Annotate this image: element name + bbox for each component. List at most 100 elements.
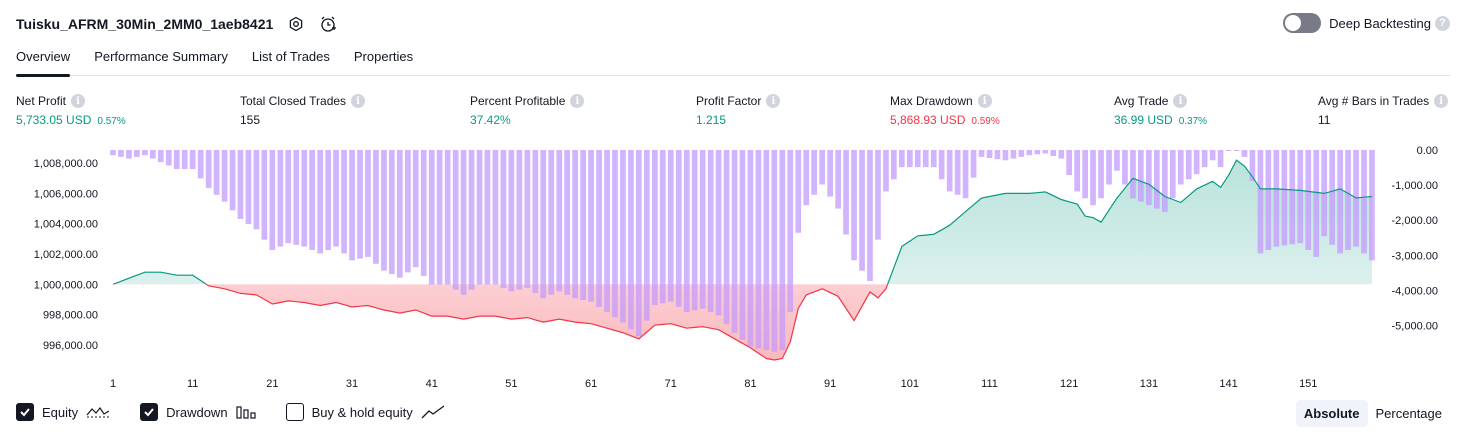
drawdown-bar [851, 150, 857, 261]
drawdown-bar [1026, 150, 1033, 156]
strategy-header: Tuisku_AFRM_30Min_2MM0_1aeb8421 [16, 12, 337, 36]
tab-properties[interactable]: Properties [353, 49, 414, 64]
info-icon[interactable]: i [1434, 94, 1449, 108]
drawdown-bar [333, 150, 339, 247]
drawdown-bar [636, 150, 642, 337]
trade-tick-label: 91 [824, 378, 836, 390]
drawdown-bar [612, 150, 618, 318]
drawdown-bar [221, 150, 228, 202]
metric-percent: 0.59% [971, 116, 1000, 127]
drawdown-bar [899, 150, 905, 168]
drawdown-bar [731, 150, 738, 333]
metric-label: Profit Factor [696, 94, 762, 108]
drawdown-bar [1042, 150, 1049, 154]
equity-profit-area [113, 160, 1372, 285]
legend-buy-hold[interactable]: Buy & hold equity [285, 403, 445, 421]
metric-percent: 0.57% [97, 116, 126, 127]
drawdown-axis: 0.00 -1,000.00 -2,000.00 -3,000.00 -4,000.00… [1392, 145, 1438, 332]
drawdown-tick-label: -2,000.00 [1392, 215, 1438, 227]
drawdown-bar [1369, 150, 1375, 261]
drawdown-bar [309, 150, 315, 250]
drawdown-bar [293, 150, 300, 245]
drawdown-bar [245, 150, 252, 225]
trade-tick-label: 31 [346, 378, 358, 390]
info-icon[interactable]: i [1173, 94, 1188, 108]
drawdown-tick-label: -4,000.00 [1392, 285, 1438, 297]
drawdown-bar [683, 150, 690, 313]
equity-icon [86, 405, 110, 419]
buy-hold-checkbox[interactable] [285, 403, 304, 421]
strategy-title: Tuisku_AFRM_30Min_2MM0_1aeb8421 [16, 16, 274, 32]
info-icon[interactable]: i [351, 94, 366, 108]
drawdown-bar [261, 150, 268, 240]
drawdown-bar [580, 150, 586, 300]
drawdown-bar [1265, 150, 1272, 250]
legend-equity[interactable]: Equity [16, 403, 110, 421]
drawdown-bar [739, 150, 746, 340]
drawdown-bar [715, 150, 722, 316]
drawdown-bar [1233, 150, 1240, 151]
tab-overview[interactable]: Overview [16, 44, 71, 77]
drawdown-bar [907, 150, 913, 168]
drawdown-bar [1241, 150, 1248, 157]
drawdown-bar [389, 150, 395, 275]
drawdown-bar [922, 150, 929, 168]
metric-avg-bars-in-trades: Avg # Bars in Trades i 11 [1318, 94, 1449, 127]
drawdown-bar [1050, 150, 1057, 156]
help-icon[interactable]: ? [1435, 15, 1450, 31]
drawdown-bar [1002, 150, 1009, 161]
info-icon[interactable]: i [977, 94, 992, 108]
drawdown-bar [747, 150, 754, 347]
drawdown-bar [452, 150, 459, 290]
drawdown-bar [1058, 150, 1065, 159]
drawdown-bar [150, 150, 156, 159]
drawdown-bar [134, 150, 140, 157]
drawdown-bar [516, 150, 523, 290]
metric-label: Total Closed Trades [240, 94, 347, 108]
drawdown-bar [644, 150, 650, 321]
tab-list-of-trades[interactable]: List of Trades [251, 49, 330, 64]
drawdown-bar [460, 150, 467, 295]
drawdown-icon [235, 405, 256, 419]
drawdown-bar [548, 150, 555, 295]
drawdown-checkbox[interactable] [140, 403, 159, 421]
equity-line [112, 159, 1373, 361]
drawdown-bar [126, 150, 132, 159]
info-icon[interactable]: i [71, 94, 86, 108]
metric-net-profit: Net Profit i 5,733.05 USD 0.57% [16, 94, 126, 127]
trade-tick-label: 51 [505, 378, 517, 390]
drawdown-bar [1169, 150, 1176, 199]
gear-icon[interactable] [287, 15, 305, 33]
drawdown-bar [1082, 150, 1088, 199]
drawdown-bar [1106, 150, 1112, 185]
equity-checkbox[interactable] [16, 403, 34, 421]
legend-drawdown[interactable]: Drawdown [140, 403, 256, 421]
metric-profit-factor: Profit Factor i 1.215 [696, 94, 781, 127]
deep-backtesting-toggle[interactable] [1283, 13, 1322, 33]
drawdown-bar [341, 150, 347, 254]
info-icon[interactable]: i [766, 94, 781, 108]
info-icon[interactable]: i [570, 94, 585, 108]
chart-legend: Equity Drawdown Buy & hold equity [16, 403, 475, 421]
trade-tick-label: 141 [1219, 378, 1237, 390]
legend-label: Drawdown [166, 404, 228, 420]
equity-axis: 1,008,000.00 1,006,000.00 1,004,000.00 1,00… [34, 158, 98, 352]
metric-total-closed-trades: Total Closed Trades i 155 [240, 94, 366, 127]
equity-drawdown-chart[interactable]: 1,008,000.00 1,006,000.00 1,004,000.00 1,00… [0, 140, 1466, 395]
equity-tick-label: 1,002,000.00 [34, 249, 98, 261]
tab-performance-summary[interactable]: Performance Summary [94, 49, 228, 64]
absolute-button[interactable]: Absolute [1295, 400, 1368, 427]
drawdown-bar [787, 150, 794, 313]
drawdown-bar [181, 150, 188, 169]
drawdown-bar [1146, 150, 1152, 206]
drawdown-bar [1249, 150, 1256, 181]
alarm-clock-icon[interactable] [319, 15, 337, 33]
metric-value: 36.99 USD [1114, 113, 1173, 127]
metric-value: 5,733.05 USD [16, 113, 92, 127]
drawdown-bar [843, 150, 849, 235]
drawdown-bar [771, 150, 778, 352]
drawdown-bar [1329, 150, 1335, 245]
percentage-button[interactable]: Percentage [1375, 406, 1443, 421]
drawdown-tick-label: -1,000.00 [1392, 180, 1438, 192]
trade-tick-label: 131 [1140, 378, 1158, 390]
